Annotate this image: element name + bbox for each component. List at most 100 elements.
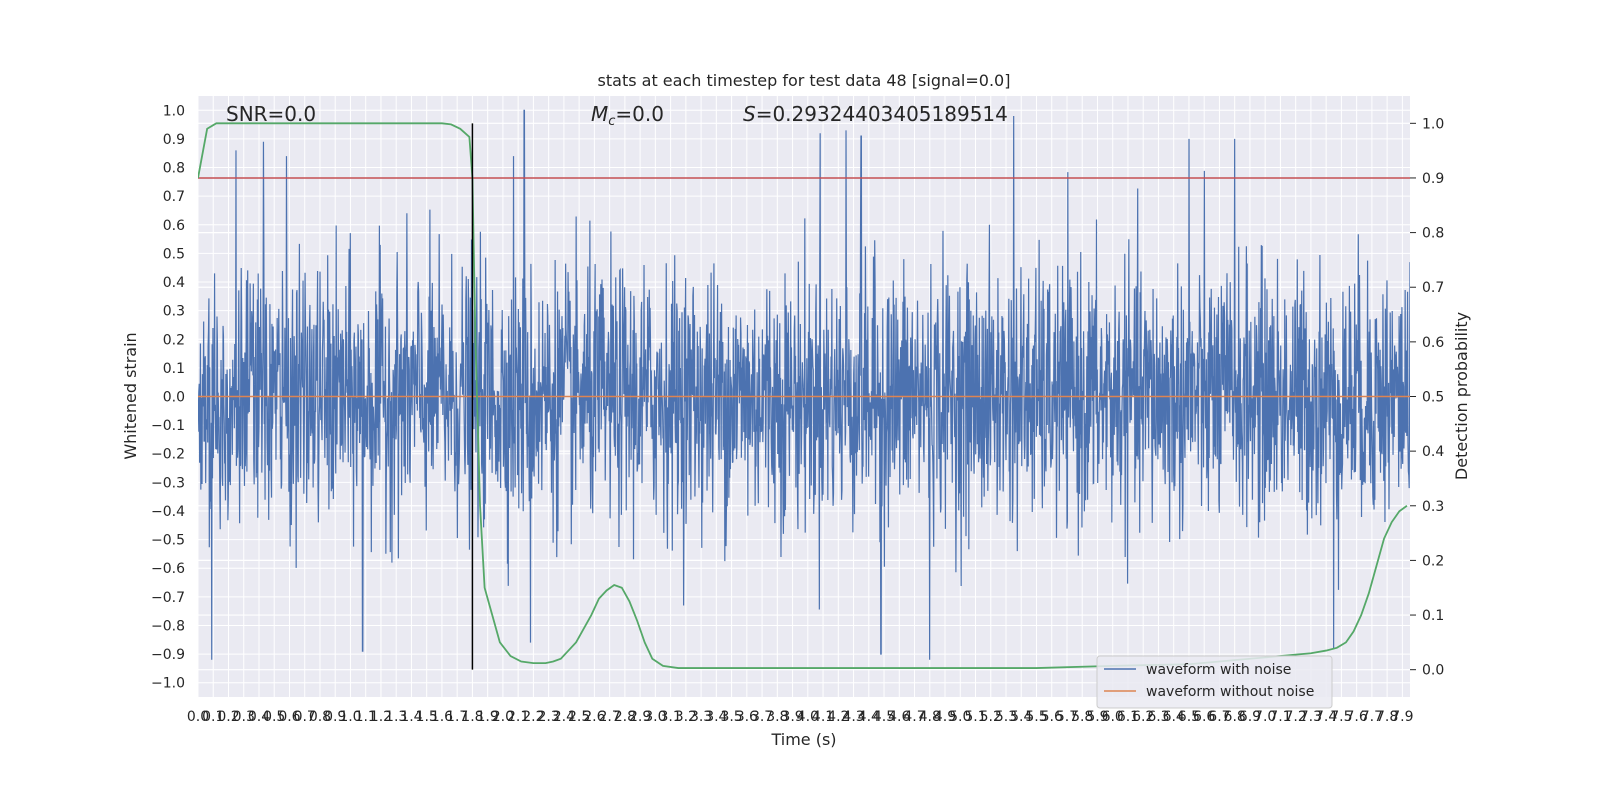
y2-tick-label: 0.4 bbox=[1422, 444, 1444, 460]
y-tick-label: 0.9 bbox=[163, 132, 185, 148]
x-tick-label: 4.7 bbox=[903, 709, 925, 725]
x-tick-label: 0.9 bbox=[324, 709, 346, 725]
y-tick-label: −0.4 bbox=[151, 504, 185, 520]
x-tick-label: 5.4 bbox=[1010, 709, 1032, 725]
x-tick-label: 4.6 bbox=[888, 709, 910, 725]
y-tick-label: 0.0 bbox=[163, 390, 185, 406]
x-tick-label: 0.1 bbox=[202, 709, 224, 725]
x-tick-label: 2.1 bbox=[507, 709, 529, 725]
y-tick-label: 1.0 bbox=[163, 103, 185, 119]
x-tick-label: 3.3 bbox=[690, 709, 712, 725]
x-tick-label: 5.1 bbox=[964, 709, 986, 725]
x-tick-label: 0.8 bbox=[309, 709, 331, 725]
x-tick-label: 2.4 bbox=[553, 709, 575, 725]
x-tick-label: 0.6 bbox=[278, 709, 300, 725]
x-tick-label: 2.0 bbox=[492, 709, 514, 725]
x-tick-label: 2.3 bbox=[538, 709, 560, 725]
legend-label-noise: waveform with noise bbox=[1146, 662, 1291, 678]
x-tick-label: 2.9 bbox=[629, 709, 651, 725]
y-tick-label: −0.2 bbox=[151, 447, 185, 463]
x-tick-label: 6.2 bbox=[1132, 709, 1154, 725]
x-tick-label: 3.8 bbox=[766, 709, 788, 725]
mc-annotation: Mc=0.0 bbox=[591, 102, 664, 129]
x-axis-ticks: 0.00.10.20.30.40.50.60.70.80.91.01.11.21… bbox=[187, 709, 1414, 725]
x-tick-label: 7.0 bbox=[1254, 709, 1276, 725]
series-detection-probability bbox=[198, 122, 1408, 669]
y-tick-label: 0.7 bbox=[163, 189, 185, 205]
x-tick-label: 5.8 bbox=[1071, 709, 1093, 725]
y2-tick-label: 0.0 bbox=[1422, 663, 1444, 679]
x-tick-label: 6.8 bbox=[1224, 709, 1246, 725]
x-tick-label: 2.8 bbox=[614, 709, 636, 725]
x-tick-label: 3.1 bbox=[659, 709, 681, 725]
x-tick-label: 2.7 bbox=[598, 709, 620, 725]
y-tick-label: −0.5 bbox=[151, 533, 185, 549]
x-tick-label: 6.5 bbox=[1178, 709, 1200, 725]
x-tick-label: 4.0 bbox=[797, 709, 819, 725]
chart-title: stats at each timestep for test data 48 … bbox=[598, 71, 1011, 90]
x-tick-label: 7.9 bbox=[1391, 709, 1413, 725]
x-tick-label: 2.2 bbox=[522, 709, 544, 725]
x-tick-label: 6.6 bbox=[1193, 709, 1215, 725]
y2-tick-label: 0.3 bbox=[1422, 499, 1444, 515]
x-tick-label: 0.2 bbox=[217, 709, 239, 725]
x-tick-label: 5.5 bbox=[1025, 709, 1047, 725]
s-symbol: S bbox=[743, 102, 756, 126]
y-tick-label: −0.3 bbox=[151, 475, 185, 491]
x-tick-label: 1.6 bbox=[431, 709, 453, 725]
x-tick-label: 1.9 bbox=[477, 709, 499, 725]
noise-trace bbox=[198, 109, 1410, 660]
x-tick-label: 3.9 bbox=[781, 709, 803, 725]
x-tick-label: 5.3 bbox=[995, 709, 1017, 725]
x-tick-label: 7.4 bbox=[1315, 709, 1337, 725]
y2-tick-label: 0.5 bbox=[1422, 390, 1444, 406]
snr-annotation: SNR=0.0 bbox=[226, 102, 316, 126]
x-axis-label: Time (s) bbox=[770, 730, 836, 749]
y2-axis-label: Detection probability bbox=[1452, 312, 1471, 480]
s-annotation: S=0.29324403405189514 bbox=[743, 102, 1008, 126]
x-tick-label: 4.5 bbox=[873, 709, 895, 725]
x-tick-label: 0.3 bbox=[233, 709, 255, 725]
y-tick-label: 0.2 bbox=[163, 332, 185, 348]
x-tick-label: 1.2 bbox=[370, 709, 392, 725]
x-tick-label: 1.5 bbox=[416, 709, 438, 725]
legend-box bbox=[1096, 655, 1333, 709]
x-tick-label: 7.1 bbox=[1269, 709, 1291, 725]
y-tick-label: −0.7 bbox=[151, 590, 185, 606]
x-tick-label: 5.7 bbox=[1056, 709, 1078, 725]
y-tick-label: −1.0 bbox=[151, 676, 185, 692]
x-tick-label: 7.2 bbox=[1285, 709, 1307, 725]
y-tick-label: 0.5 bbox=[163, 246, 185, 262]
y2-tick-label: 0.9 bbox=[1422, 171, 1444, 187]
x-tick-label: 6.7 bbox=[1208, 709, 1230, 725]
x-tick-label: 7.6 bbox=[1346, 709, 1368, 725]
mc-value: =0.0 bbox=[615, 102, 664, 126]
x-tick-label: 3.2 bbox=[675, 709, 697, 725]
y2-tick-label: 0.6 bbox=[1422, 335, 1444, 351]
legend-label-clean: waveform without noise bbox=[1146, 684, 1314, 700]
x-tick-label: 6.9 bbox=[1239, 709, 1261, 725]
y-tick-label: −0.8 bbox=[151, 618, 185, 634]
y-tick-label: 0.6 bbox=[163, 218, 185, 234]
y2-tick-label: 1.0 bbox=[1422, 116, 1444, 132]
mc-symbol: M bbox=[591, 102, 608, 126]
legend: waveform with noise waveform without noi… bbox=[1096, 655, 1333, 709]
x-tick-label: 1.1 bbox=[355, 709, 377, 725]
x-tick-label: 6.4 bbox=[1163, 709, 1185, 725]
x-tick-label: 7.3 bbox=[1300, 709, 1322, 725]
x-tick-label: 0.4 bbox=[248, 709, 270, 725]
y-tick-label: 0.8 bbox=[163, 161, 185, 177]
x-tick-label: 0.7 bbox=[294, 709, 316, 725]
y2-tick-label: 0.8 bbox=[1422, 226, 1444, 242]
x-tick-label: 3.0 bbox=[644, 709, 666, 725]
y2-axis-ticks: 1.0 0.9 0.8 0.7 0.6 0.5 0.4 0.3 0.2 0.1 0.0 bbox=[1410, 116, 1444, 679]
x-tick-label: 4.3 bbox=[842, 709, 864, 725]
y-axis-label: Whitened strain bbox=[121, 332, 140, 459]
y2-tick-label: 0.7 bbox=[1422, 280, 1444, 296]
y-tick-label: 0.1 bbox=[163, 361, 185, 377]
x-tick-label: 5.2 bbox=[980, 709, 1002, 725]
x-tick-label: 7.7 bbox=[1361, 709, 1383, 725]
x-tick-label: 3.6 bbox=[736, 709, 758, 725]
s-value: =0.29324403405189514 bbox=[756, 102, 1008, 126]
